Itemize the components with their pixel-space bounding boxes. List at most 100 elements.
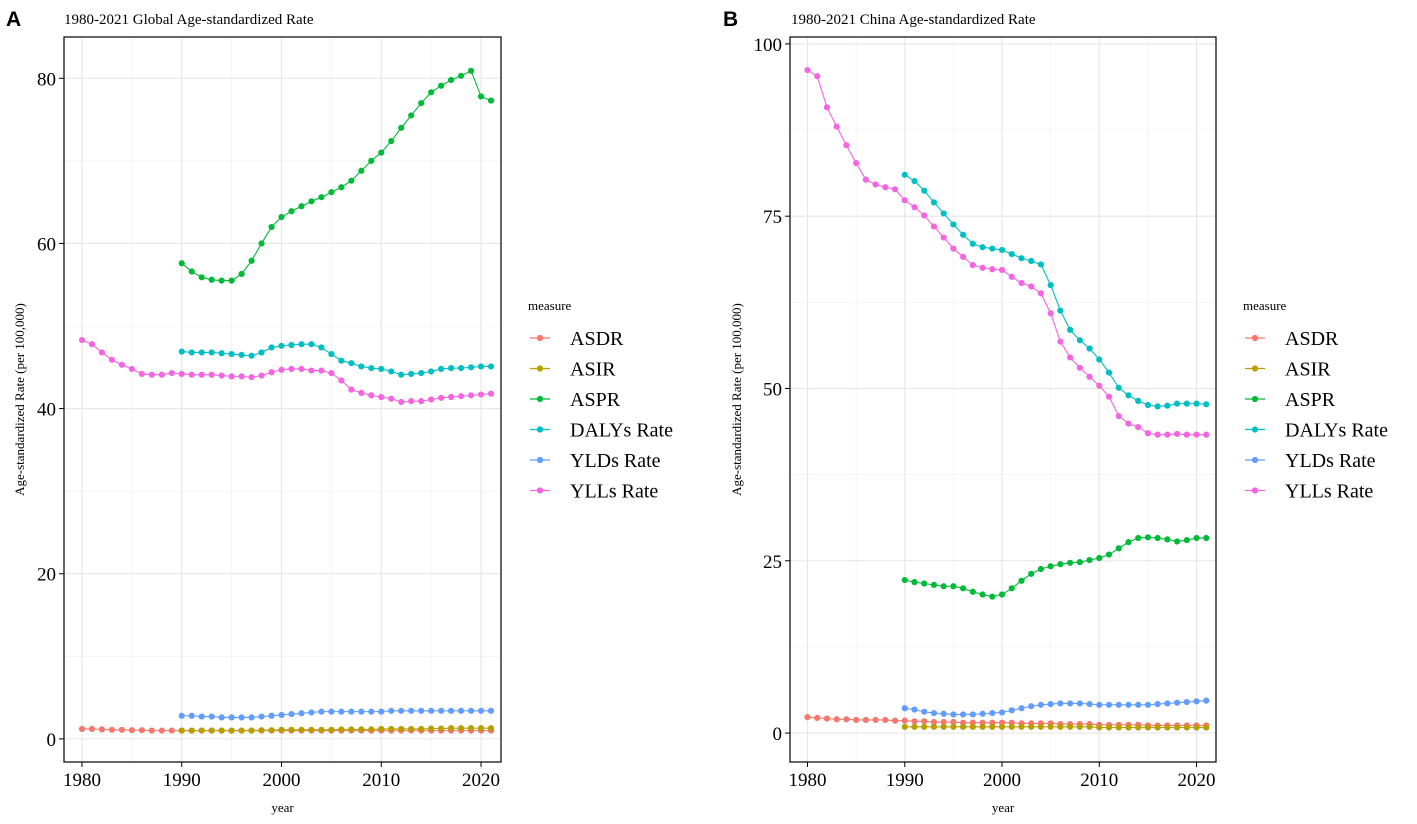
data-point bbox=[1125, 701, 1132, 708]
legend-item: YLLs Rate bbox=[1245, 481, 1373, 503]
data-point bbox=[438, 82, 445, 89]
data-point bbox=[1076, 337, 1083, 344]
data-point bbox=[348, 177, 355, 184]
data-point bbox=[238, 727, 245, 734]
data-point bbox=[1076, 723, 1083, 730]
data-point bbox=[418, 398, 425, 405]
data-point bbox=[438, 707, 445, 714]
data-point bbox=[288, 208, 295, 215]
data-point bbox=[998, 266, 1006, 274]
data-point bbox=[208, 713, 215, 720]
data-point bbox=[138, 370, 145, 377]
legend-item: ASDR bbox=[530, 328, 624, 350]
chart-title: 1980-2021 China Age-standardized Rate bbox=[791, 12, 1036, 28]
data-point bbox=[1125, 724, 1132, 731]
data-point bbox=[1144, 724, 1152, 731]
data-point bbox=[1037, 701, 1045, 708]
data-point bbox=[969, 240, 976, 247]
y-tick-label: 50 bbox=[763, 379, 782, 400]
data-point bbox=[308, 709, 315, 716]
data-point bbox=[969, 588, 976, 595]
data-point bbox=[1028, 257, 1035, 265]
y-tick-label: 0 bbox=[47, 730, 57, 751]
data-point bbox=[979, 710, 986, 717]
data-point bbox=[1125, 539, 1132, 546]
legend-label: ASPR bbox=[1285, 389, 1336, 411]
legend-item: ASDR bbox=[1245, 328, 1339, 350]
legend-key-point bbox=[1251, 487, 1259, 494]
data-point bbox=[318, 708, 325, 715]
data-point bbox=[218, 277, 225, 284]
data-point bbox=[1086, 345, 1093, 352]
y-tick-label: 75 bbox=[763, 207, 782, 228]
data-point bbox=[318, 726, 325, 733]
data-point bbox=[969, 723, 976, 730]
panel-a: A 1980-2021 Global Age-standardized Rate 1… bbox=[6, 8, 673, 815]
series-group bbox=[804, 66, 1210, 731]
data-point bbox=[428, 725, 435, 732]
data-point bbox=[198, 713, 205, 720]
data-point bbox=[457, 72, 465, 79]
data-point bbox=[238, 714, 245, 721]
data-point bbox=[1067, 354, 1074, 361]
data-point bbox=[268, 712, 275, 719]
data-point bbox=[833, 123, 840, 130]
data-point bbox=[1135, 724, 1142, 731]
data-point bbox=[833, 716, 840, 723]
data-point bbox=[1037, 565, 1045, 573]
data-point bbox=[388, 725, 395, 733]
data-point bbox=[1144, 701, 1152, 708]
data-point bbox=[418, 707, 425, 714]
data-point bbox=[1193, 724, 1200, 731]
y-tick-label: 20 bbox=[37, 565, 56, 586]
series-ylls-rate bbox=[78, 336, 495, 406]
data-point bbox=[457, 365, 465, 372]
data-point bbox=[950, 723, 957, 730]
data-point bbox=[1164, 700, 1171, 707]
data-point bbox=[248, 352, 255, 359]
data-point bbox=[258, 727, 265, 734]
data-point bbox=[388, 395, 395, 402]
data-point bbox=[457, 725, 465, 732]
data-point bbox=[388, 707, 395, 714]
data-point bbox=[368, 365, 375, 372]
legend-item: ASIR bbox=[1245, 359, 1331, 381]
data-point bbox=[467, 725, 475, 732]
data-point bbox=[882, 716, 889, 724]
data-point bbox=[138, 727, 145, 734]
data-point bbox=[88, 341, 96, 348]
data-point bbox=[1047, 563, 1054, 570]
data-point bbox=[378, 393, 385, 401]
data-point bbox=[188, 712, 195, 719]
data-point bbox=[1047, 701, 1054, 708]
data-point bbox=[950, 711, 957, 718]
data-point bbox=[1057, 723, 1064, 730]
data-point bbox=[168, 369, 175, 377]
data-point bbox=[1037, 723, 1045, 730]
data-point bbox=[148, 727, 155, 734]
data-point bbox=[1193, 431, 1200, 438]
data-point bbox=[118, 726, 125, 733]
data-point bbox=[1057, 338, 1064, 345]
data-point bbox=[882, 184, 889, 191]
data-point bbox=[218, 350, 225, 357]
data-point bbox=[1086, 723, 1093, 730]
data-point bbox=[960, 231, 967, 238]
data-point bbox=[408, 398, 415, 405]
data-point bbox=[467, 707, 475, 714]
data-point bbox=[487, 707, 495, 714]
data-point bbox=[118, 361, 125, 368]
data-point bbox=[979, 264, 986, 271]
series-asir bbox=[901, 723, 1210, 731]
data-point bbox=[487, 97, 495, 104]
y-axis-label: Age-standardized Rate (per 100,000) bbox=[12, 303, 27, 496]
data-point bbox=[1047, 310, 1054, 317]
data-point bbox=[960, 585, 967, 592]
data-point bbox=[278, 711, 285, 719]
data-point bbox=[1086, 556, 1093, 564]
data-point bbox=[408, 707, 415, 714]
data-point bbox=[88, 725, 96, 733]
data-point bbox=[1028, 703, 1035, 710]
data-point bbox=[1076, 700, 1083, 707]
data-point bbox=[358, 708, 365, 715]
